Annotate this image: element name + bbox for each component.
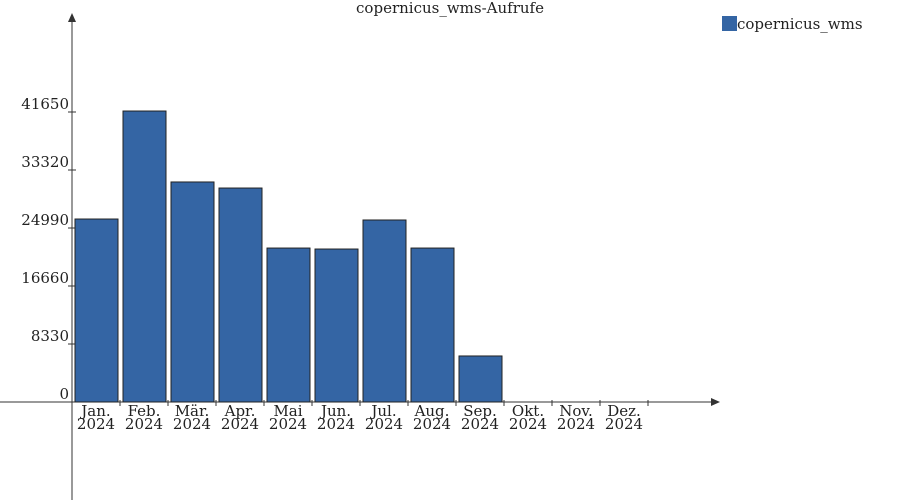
x-tick-label: Feb. xyxy=(128,402,161,420)
bar xyxy=(410,247,455,403)
bar xyxy=(170,181,215,403)
x-tick-label: Mär. xyxy=(175,402,210,420)
x-tick-label: Sep. xyxy=(463,402,497,420)
bar xyxy=(122,110,167,403)
y-axis-arrow xyxy=(68,13,76,22)
x-tick-label: Nov. xyxy=(559,402,593,420)
legend-swatch xyxy=(722,16,737,31)
x-tick-label: Apr. xyxy=(224,402,256,420)
y-tick-label: 33320 xyxy=(21,153,69,171)
bar xyxy=(74,218,119,403)
x-tick-label: 2024 xyxy=(269,415,307,433)
bar xyxy=(362,219,407,403)
x-tick-label: 2024 xyxy=(317,415,355,433)
x-tick-label: 2024 xyxy=(605,415,643,433)
x-tick-label: 2024 xyxy=(125,415,163,433)
bar xyxy=(458,355,503,403)
x-tick-label: Dez. xyxy=(607,402,641,420)
y-tick-label: 41650 xyxy=(21,95,69,113)
x-tick-label: 2024 xyxy=(77,415,115,433)
y-tick-label: 0 xyxy=(59,385,69,403)
x-tick-label: 2024 xyxy=(413,415,451,433)
x-tick-label: Jun. xyxy=(319,402,351,420)
x-tick-label: Okt. xyxy=(512,402,544,420)
x-tick-label: 2024 xyxy=(173,415,211,433)
x-tick-label: Jul. xyxy=(369,402,396,420)
y-tick-label: 8330 xyxy=(31,327,69,345)
x-tick-label: 2024 xyxy=(557,415,595,433)
x-tick-label: 2024 xyxy=(461,415,499,433)
bar xyxy=(314,248,359,403)
bar xyxy=(266,247,311,403)
x-tick-label: 2024 xyxy=(365,415,403,433)
x-tick-label: Jan. xyxy=(79,402,110,420)
x-tick-label: Aug. xyxy=(414,402,450,420)
x-tick-label: Mai xyxy=(273,402,302,420)
bar xyxy=(218,187,263,403)
chart-title: copernicus_wms-Aufrufe xyxy=(356,0,544,17)
x-axis-arrow xyxy=(711,398,720,406)
y-tick-label: 16660 xyxy=(21,269,69,287)
legend-label: copernicus_wms xyxy=(737,15,863,33)
x-tick-label: 2024 xyxy=(221,415,259,433)
x-tick-label: 2024 xyxy=(509,415,547,433)
y-tick-label: 24990 xyxy=(21,211,69,229)
